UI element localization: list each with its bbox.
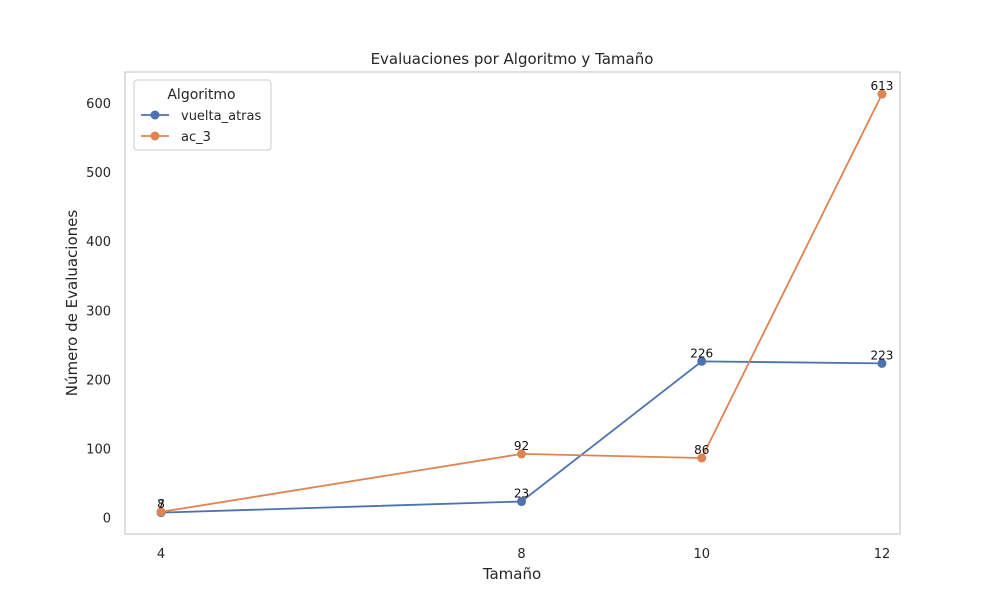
data-label: 8 <box>157 497 165 511</box>
series-ac_3: 8 92 86 613 <box>156 79 894 517</box>
x-tick-label: 12 <box>874 547 891 562</box>
data-point <box>697 356 707 366</box>
legend-label: ac_3 <box>181 130 211 145</box>
legend-title: Algoritmo <box>167 87 235 103</box>
y-tick-label: 100 <box>86 442 111 457</box>
legend-item-ac_3: ac_3 <box>141 130 211 145</box>
data-label: 23 <box>514 487 529 501</box>
series-line <box>160 93 883 513</box>
series-vuelta_atras: 7 23 226 223 <box>156 346 894 518</box>
data-point <box>877 358 887 368</box>
data-point <box>517 449 527 459</box>
y-tick-label: 300 <box>86 304 111 319</box>
plot-area: 7 23 226 223 8 92 86 613 <box>156 79 894 518</box>
data-point <box>156 507 166 517</box>
y-tick-label: 0 <box>103 511 111 526</box>
legend-label: vuelta_atras <box>181 109 261 124</box>
y-tick-label: 200 <box>86 373 111 388</box>
plot-frame <box>124 71 901 535</box>
legend: Algoritmo vuelta_atras ac_3 <box>133 79 272 151</box>
data-label: 223 <box>871 348 894 362</box>
x-tick-label: 10 <box>693 547 710 562</box>
data-label: 613 <box>871 79 894 93</box>
x-tick-label: 4 <box>157 547 165 562</box>
data-point <box>697 453 707 463</box>
data-label: 226 <box>690 346 713 360</box>
data-point <box>517 497 527 507</box>
x-tick-label: 8 <box>517 547 525 562</box>
x-axis-label: Tamaño <box>482 565 541 583</box>
chart-title: Evaluaciones por Algoritmo y Tamaño <box>371 50 654 68</box>
y-tick-label: 500 <box>86 166 111 181</box>
axes: 4 8 10 12 0 100 200 300 400 500 600 <box>86 71 901 562</box>
y-axis-label: Número de Evaluaciones <box>63 210 81 397</box>
legend-box <box>133 79 272 151</box>
data-label: 86 <box>694 443 709 457</box>
legend-marker <box>150 110 160 120</box>
data-label: 7 <box>157 498 165 512</box>
legend-marker <box>150 131 160 141</box>
series-line <box>160 360 883 514</box>
data-label: 92 <box>514 439 529 453</box>
legend-item-vuelta_atras: vuelta_atras <box>141 109 261 124</box>
y-tick-label: 400 <box>86 235 111 250</box>
data-point <box>877 89 887 99</box>
y-tick-label: 600 <box>86 97 111 112</box>
